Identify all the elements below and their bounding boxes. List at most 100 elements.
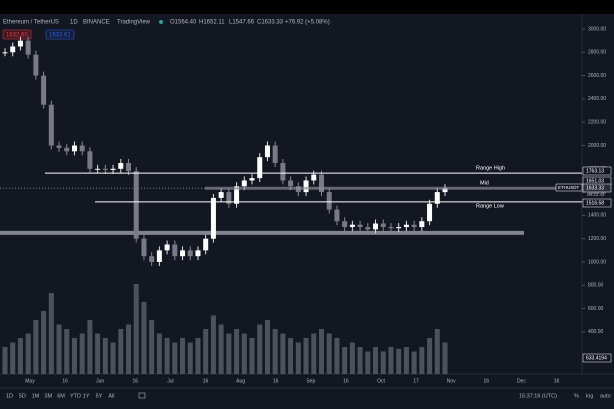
candle	[403, 224, 409, 228]
level-label: Mid	[480, 181, 489, 187]
candle	[56, 145, 62, 148]
range-button[interactable]: 6M	[57, 393, 65, 399]
price-label-box	[582, 166, 612, 176]
price-label: 1516.58	[586, 200, 604, 206]
volume-bar	[249, 338, 255, 374]
volume-bar	[357, 347, 363, 374]
volume-bar	[295, 342, 301, 374]
candle	[95, 168, 101, 170]
candle	[2, 52, 8, 54]
log-toggle[interactable]: log	[586, 393, 593, 399]
candle	[87, 151, 93, 169]
buy-button[interactable]	[45, 29, 75, 40]
price-label-box	[582, 198, 612, 208]
candle	[419, 221, 425, 228]
candle	[210, 197, 216, 239]
candle	[334, 209, 340, 222]
volume-bar	[195, 338, 201, 374]
volume-bar	[10, 342, 16, 374]
range-button[interactable]: 3M	[44, 393, 52, 399]
range-button[interactable]: 1M	[32, 393, 40, 399]
candle	[326, 192, 332, 210]
volume-bar	[95, 333, 101, 374]
candle	[388, 227, 394, 229]
x-tick-label: 16	[133, 378, 139, 384]
candle	[102, 168, 108, 170]
volume-bar	[56, 324, 62, 374]
volume-bar	[257, 324, 263, 374]
volume-bar	[210, 315, 216, 374]
price-label: 1763.13	[586, 168, 604, 174]
candle	[411, 224, 417, 228]
volume-bar	[442, 342, 448, 374]
y-tick-label: 2600.00	[588, 73, 606, 79]
x-tick-label: Jun	[96, 378, 104, 384]
price-label-box	[582, 183, 612, 193]
range-button[interactable]: 1D	[6, 393, 13, 399]
volume-bar	[318, 329, 324, 374]
volume-bar	[334, 338, 340, 374]
range-button[interactable]: 1Y	[83, 393, 90, 399]
volume-bar	[102, 338, 108, 374]
range-button[interactable]: 5D	[19, 393, 26, 399]
x-tick-label: 16	[203, 378, 209, 384]
candle	[342, 221, 348, 228]
candle	[187, 250, 193, 257]
candle	[380, 223, 386, 228]
candle	[427, 203, 433, 222]
candle	[180, 250, 186, 257]
ohlc-high: H1652.11	[199, 20, 225, 26]
volume-bar	[388, 347, 394, 374]
volume-bar	[280, 333, 286, 374]
x-tick-label: 17	[413, 378, 419, 384]
source: TradingView	[117, 20, 151, 26]
y-tick-label: 1200.00	[588, 236, 606, 242]
buy-price[interactable]: 1633.61	[49, 33, 71, 39]
x-tick-label: Aug	[236, 378, 245, 384]
x-tick-label: Sep	[306, 378, 315, 384]
x-tick-label: Jul	[167, 378, 173, 384]
candle	[226, 192, 232, 204]
interval: 1D	[70, 20, 78, 26]
volume-bar	[118, 329, 124, 374]
range-button[interactable]: YTD	[70, 393, 81, 399]
candle	[149, 256, 155, 262]
sell-price[interactable]: 1632.60	[6, 33, 28, 39]
candle	[48, 104, 54, 146]
volume-bar	[126, 324, 132, 374]
volume-bar	[71, 338, 77, 374]
candle	[288, 180, 294, 187]
auto-toggle[interactable]: auto	[600, 393, 611, 399]
volume-bar	[272, 329, 278, 374]
price-label-box	[582, 353, 612, 363]
x-tick-label: May	[25, 378, 35, 384]
y-tick-label: 2000.00	[588, 143, 606, 149]
date-range-icon[interactable]	[138, 392, 146, 399]
volume-bar	[133, 284, 139, 374]
range-button[interactable]: All	[108, 393, 114, 399]
volume-bar	[64, 329, 70, 374]
range-button[interactable]: 5Y	[96, 393, 103, 399]
candle	[257, 157, 263, 179]
candle	[349, 224, 355, 228]
volume-bar	[403, 347, 409, 374]
candle	[203, 238, 209, 251]
x-tick-label: 16	[484, 378, 490, 384]
candle	[318, 174, 324, 193]
volume-bar	[164, 338, 170, 374]
volume-bar	[311, 333, 317, 374]
volume-bar	[25, 333, 31, 374]
volume-bar	[303, 338, 309, 374]
percent-toggle[interactable]: %	[574, 393, 579, 399]
x-tick-label: Dec	[517, 378, 526, 384]
ohlc-open: O1564.40	[170, 20, 197, 26]
clock: 15:37:16 (UTC)	[519, 393, 557, 399]
candle	[118, 162, 124, 169]
y-tick-label: 1400.00	[588, 213, 606, 219]
candle	[280, 162, 286, 181]
volume-bar	[234, 329, 240, 374]
candle	[396, 227, 402, 229]
candle	[64, 147, 70, 152]
sell-button[interactable]	[2, 29, 32, 40]
candle	[79, 145, 85, 152]
